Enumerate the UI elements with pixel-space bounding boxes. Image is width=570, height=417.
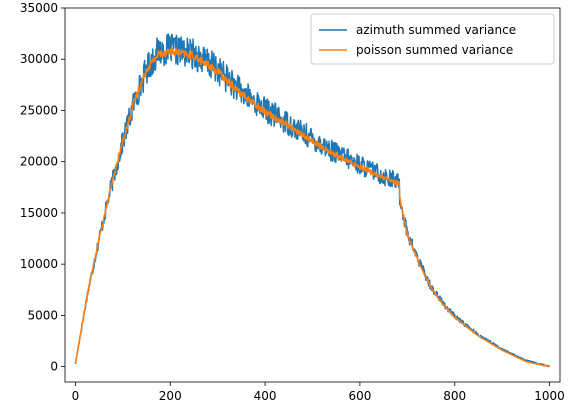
x-tick-label: 600 [348, 389, 371, 403]
y-tick-label: 10000 [20, 257, 58, 271]
legend-label-1: azimuth summed variance [356, 23, 516, 37]
x-tick-label: 0 [72, 389, 80, 403]
legend: azimuth summed variance poisson summed va… [310, 13, 555, 65]
legend-box [310, 13, 555, 65]
axes-frame [64, 7, 561, 383]
y-tick-label: 0 [50, 360, 58, 374]
x-tick-label: 1000 [534, 389, 565, 403]
y-tick-label: 35000 [20, 1, 58, 15]
x-tick-label: 800 [443, 389, 466, 403]
y-tick-label: 15000 [20, 206, 58, 220]
legend-label-2: poisson summed variance [356, 43, 513, 57]
y-tick-label: 25000 [20, 103, 58, 117]
y-tick-label: 20000 [20, 155, 58, 169]
x-axis: 0 200 400 600 800 1000 [72, 382, 565, 403]
plot-area [74, 33, 551, 368]
x-tick-label: 200 [159, 389, 182, 403]
series-line-1 [74, 33, 551, 368]
y-tick-label: 30000 [20, 52, 58, 66]
series-line-2 [74, 47, 550, 368]
y-tick-label: 5000 [27, 308, 58, 322]
x-tick-label: 400 [254, 389, 277, 403]
y-axis: 0 5000 10000 15000 20000 25000 30000 35000 [20, 1, 65, 374]
